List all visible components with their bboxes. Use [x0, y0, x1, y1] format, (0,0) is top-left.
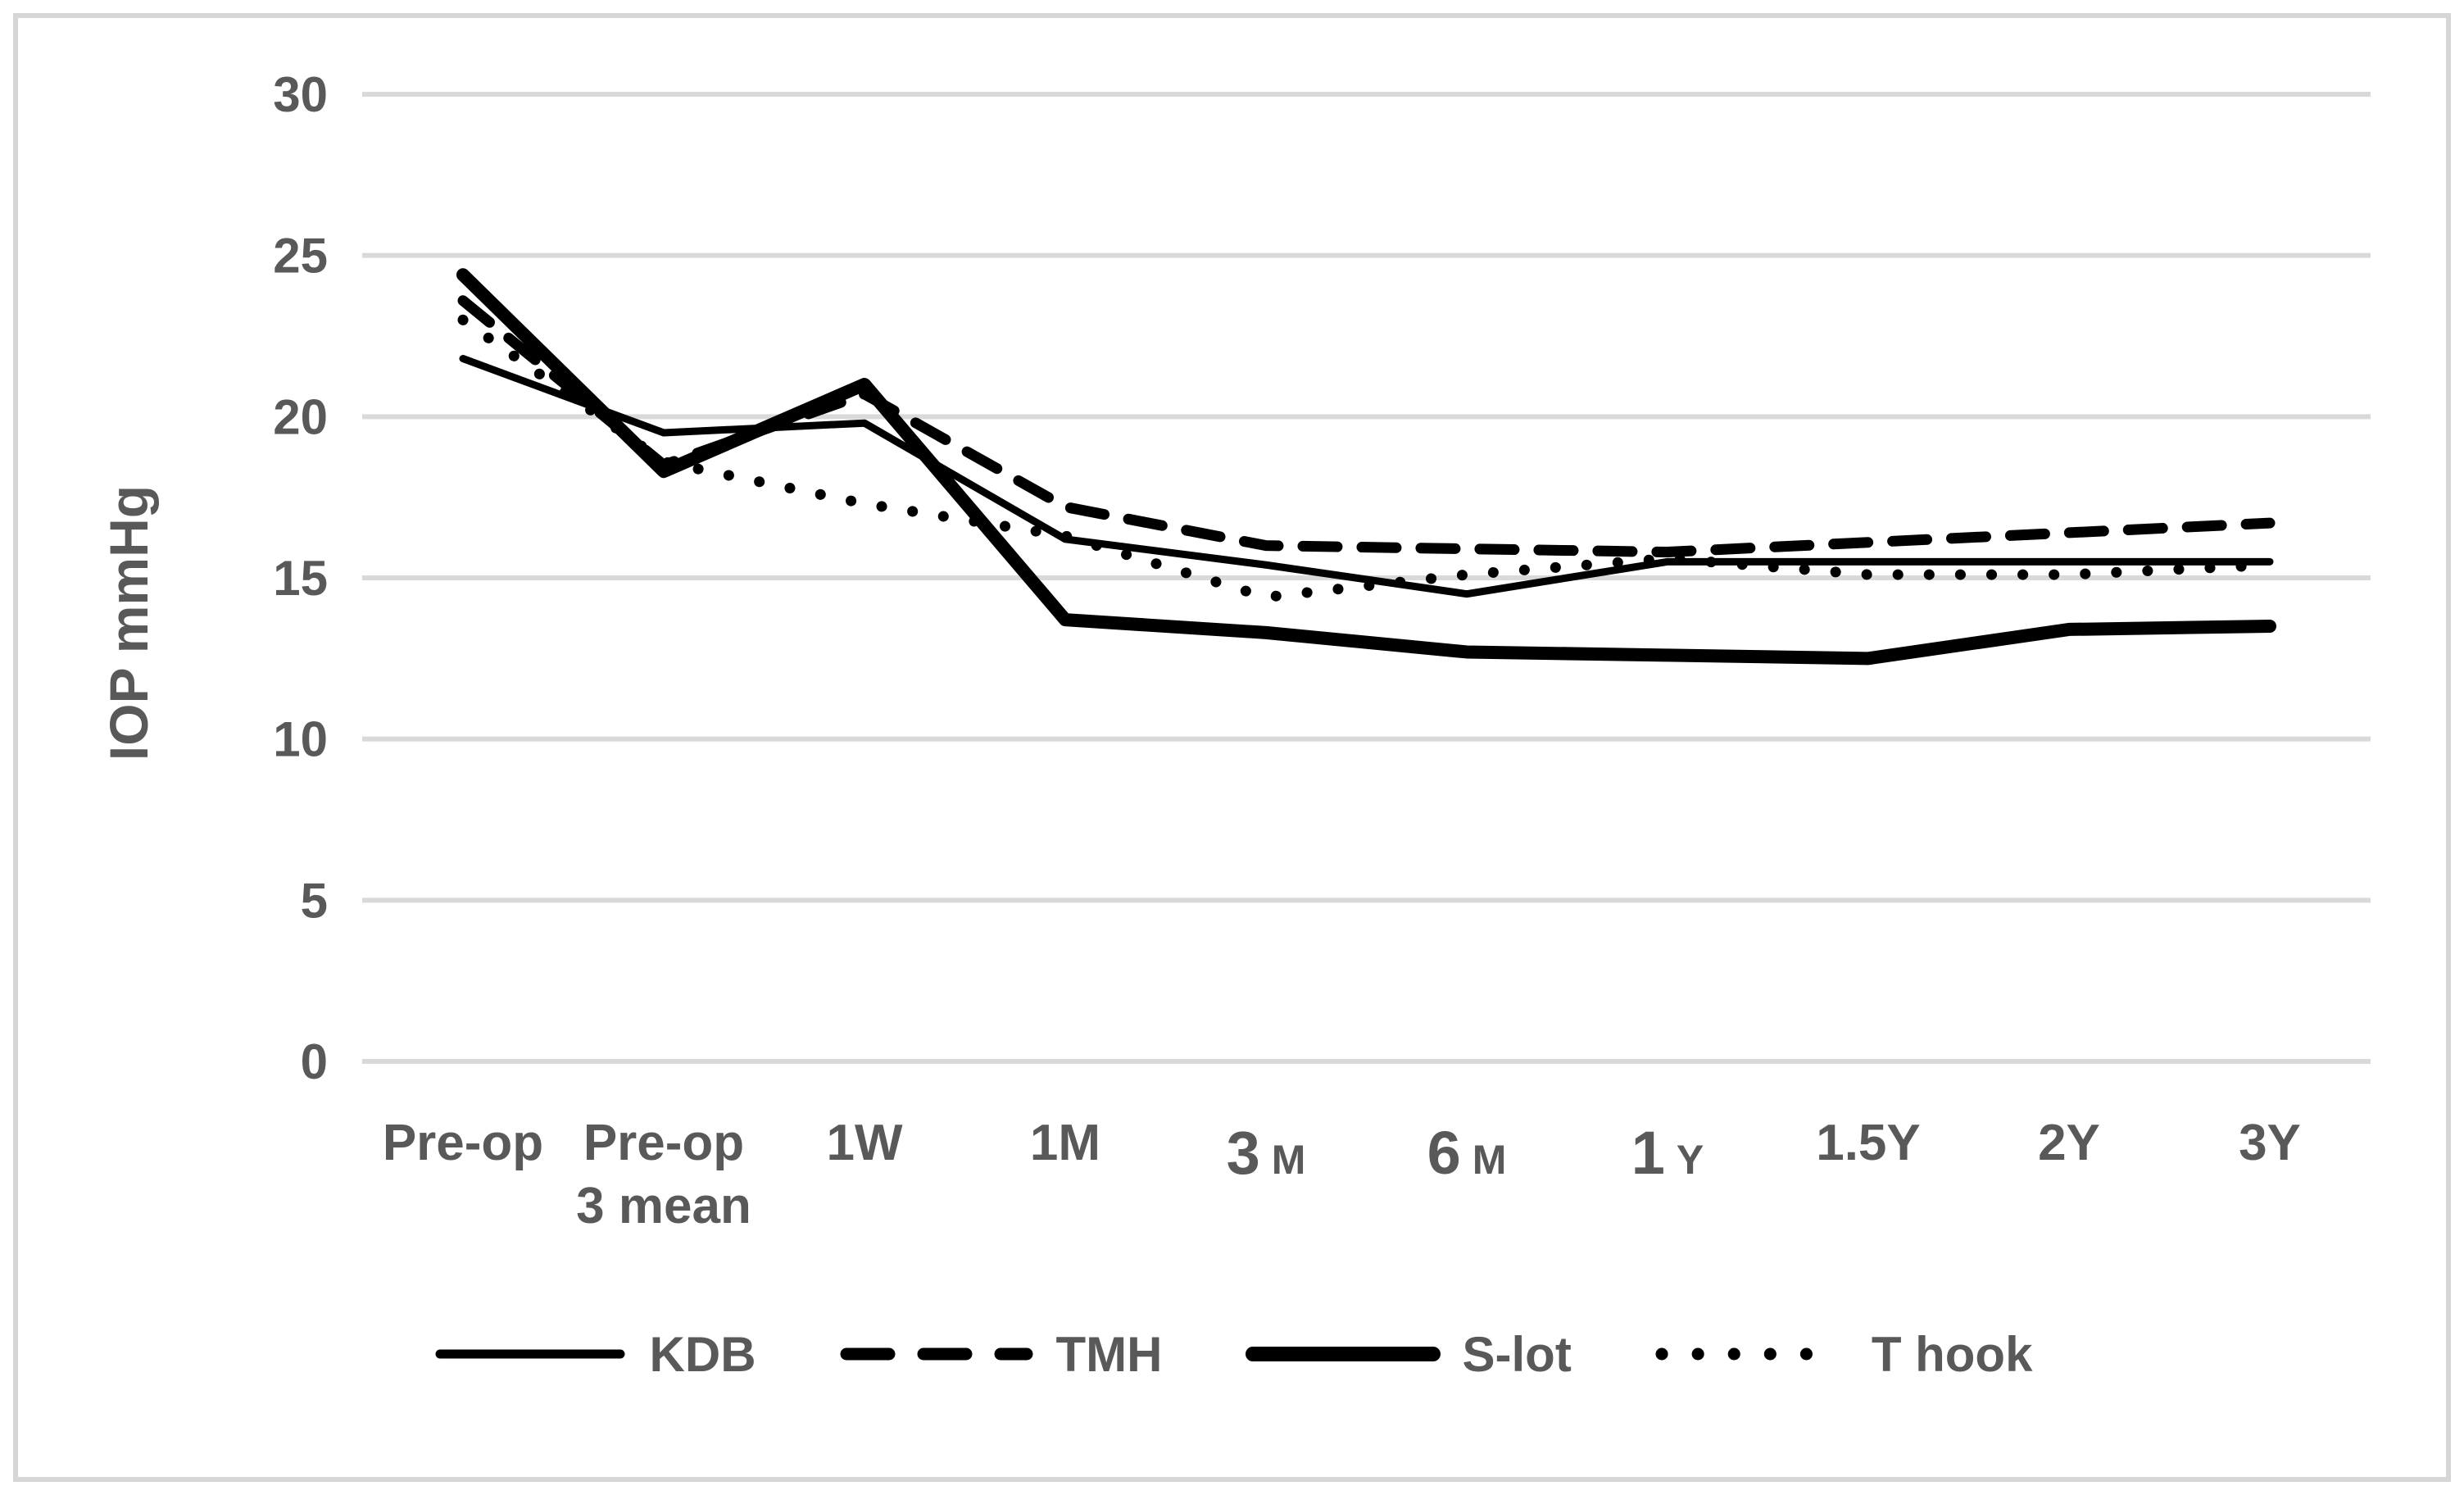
legend-line-sample-dotted — [1655, 1347, 1849, 1361]
legend-item-t-hook: T hook — [1654, 1326, 2033, 1383]
y-tick-label: 10 — [273, 712, 328, 767]
legend-item-kdb: KDB — [432, 1326, 756, 1383]
x-category-label: 1.5Y — [1816, 1115, 1921, 1171]
x-category-label: 2Y — [2038, 1115, 2100, 1171]
x-category-sublabel: 3 mean — [576, 1178, 751, 1234]
y-axis-title: IOP mmHg — [98, 484, 159, 761]
legend-line-sample-solid-thick — [1245, 1347, 1441, 1361]
y-tick-label: 30 — [273, 67, 328, 122]
legend-line-sample-dashed — [840, 1347, 1033, 1361]
y-tick-label: 0 — [301, 1034, 328, 1089]
figure-frame — [13, 13, 2451, 1482]
x-category-label: 3Y — [2239, 1115, 2301, 1171]
x-category-label: 1W — [827, 1115, 903, 1171]
legend-label: S-lot — [1462, 1326, 1572, 1382]
x-category-label: Pre-op — [383, 1115, 543, 1171]
legend-label: KDB — [649, 1326, 756, 1382]
y-tick-label: 15 — [273, 551, 328, 606]
x-category-label: Pre-op — [583, 1115, 744, 1171]
legend-item-s-lot: S-lot — [1245, 1326, 1572, 1383]
y-tick-label: 5 — [301, 873, 328, 928]
legend-label: T hook — [1871, 1326, 2033, 1382]
y-tick-label: 20 — [273, 389, 328, 444]
y-tick-label: 25 — [273, 229, 328, 284]
legend: KDB TMH S-lot T hook — [0, 1305, 2464, 1403]
series-t-hook — [457, 314, 2276, 603]
legend-item-tmh: TMH — [838, 1326, 1163, 1383]
x-category-label: 1M — [1030, 1115, 1100, 1171]
legend-line-sample-solid-thin — [435, 1349, 625, 1359]
series-s-lot — [456, 268, 2276, 666]
legend-label: TMH — [1055, 1326, 1163, 1382]
